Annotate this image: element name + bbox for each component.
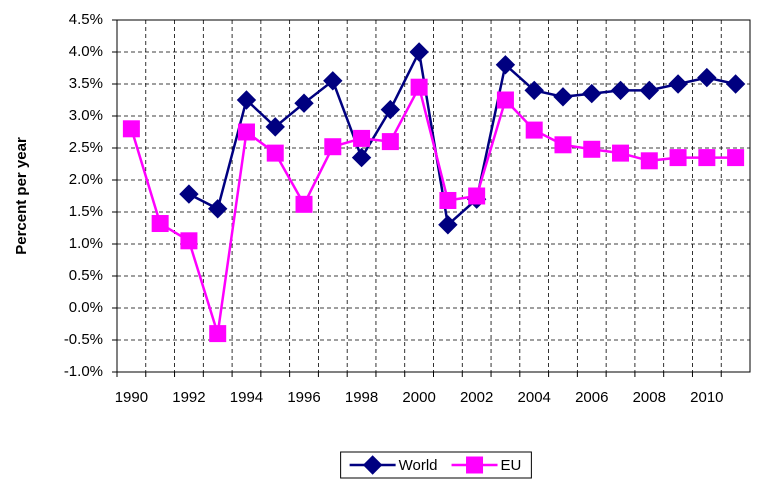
marker	[468, 187, 486, 205]
marker	[610, 80, 631, 101]
marker	[640, 152, 658, 170]
y-axis-label: Percent per year	[13, 137, 30, 255]
y-tick-label: 0.5%	[69, 267, 103, 284]
x-tick-label: 1992	[172, 389, 205, 406]
x-tick-label: 2004	[518, 389, 551, 406]
marker	[439, 191, 457, 209]
marker	[324, 138, 342, 156]
marker	[582, 83, 602, 104]
marker	[179, 184, 199, 204]
marker	[237, 123, 255, 141]
marker	[668, 74, 688, 94]
x-tick-label: 2008	[633, 389, 666, 406]
x-tick-label: 1994	[230, 389, 263, 406]
y-tick-label: 2.5%	[69, 139, 103, 156]
marker	[612, 144, 630, 162]
marker	[353, 129, 371, 147]
legend-label: World	[399, 457, 438, 474]
marker	[553, 87, 573, 107]
marker	[207, 199, 228, 219]
marker	[180, 232, 198, 250]
legend: World EU	[340, 451, 532, 479]
marker	[294, 93, 314, 113]
marker	[524, 80, 544, 101]
marker	[466, 456, 484, 474]
marker	[323, 71, 343, 91]
x-tick-label: 2010	[690, 389, 723, 406]
marker	[151, 215, 169, 233]
marker	[495, 55, 516, 75]
marker	[697, 67, 717, 88]
marker	[725, 74, 746, 94]
y-tick-label: -1.0%	[64, 363, 103, 380]
y-tick-label: 4.0%	[69, 43, 103, 60]
marker	[362, 455, 383, 475]
marker	[410, 78, 428, 96]
marker	[380, 99, 401, 120]
marker	[236, 90, 257, 110]
marker	[669, 149, 687, 167]
marker	[727, 149, 745, 167]
marker	[295, 195, 313, 213]
x-tick-label: 2000	[402, 389, 435, 406]
marker	[409, 42, 429, 62]
marker	[496, 91, 514, 109]
x-tick-label: 1990	[115, 389, 148, 406]
marker	[351, 147, 372, 168]
y-tick-label: 2.0%	[69, 171, 103, 188]
marker	[381, 133, 399, 151]
x-tick-label: 2002	[460, 389, 493, 406]
marker	[525, 121, 543, 139]
marker	[698, 149, 716, 167]
x-tick-label: 2006	[575, 389, 608, 406]
y-tick-label: 3.0%	[69, 107, 103, 124]
y-tick-label: 1.0%	[69, 235, 103, 252]
x-tick-label: 1996	[287, 389, 320, 406]
marker	[583, 140, 601, 158]
y-tick-label: 0.0%	[69, 299, 103, 316]
marker	[122, 120, 140, 138]
x-tick-label: 1998	[345, 389, 378, 406]
marker	[265, 117, 285, 137]
y-tick-label: 1.5%	[69, 203, 103, 220]
marker	[266, 144, 284, 162]
y-tick-label: -0.5%	[64, 331, 103, 348]
legend-label: EU	[501, 457, 522, 474]
marker	[554, 136, 572, 154]
series-line	[130, 83, 736, 334]
marker	[639, 80, 660, 101]
y-tick-label: 3.5%	[69, 75, 103, 92]
marker	[209, 325, 227, 343]
y-tick-label: 4.5%	[69, 11, 103, 28]
marker	[438, 215, 458, 235]
